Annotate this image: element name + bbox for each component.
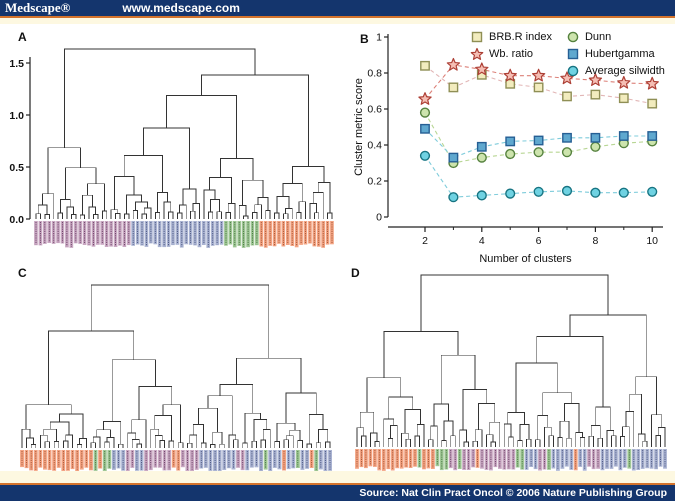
legend-column: Dunn Hubertgamma Average silwidth (566, 30, 665, 78)
panel-a-label: A (18, 30, 27, 44)
panel-b-label: B (360, 32, 369, 46)
svg-text:4: 4 (479, 235, 485, 247)
svg-text:1.0: 1.0 (9, 110, 24, 122)
footer-rule (0, 483, 675, 485)
panel-b: B 0 0.2 0.4 0.6 0.8 1 2 4 6 8 10 Number of clusters… (350, 24, 675, 264)
legend-label: Dunn (584, 31, 612, 43)
svg-text:0: 0 (376, 212, 382, 224)
svg-text:0.5: 0.5 (9, 162, 24, 174)
square-marker-icon (471, 31, 483, 43)
figure-area: A 0.0 0.5 1.0 1.5 B 0 0.2 0.4 0.6 0.8 1 2 4 6 8 10 Num… (0, 24, 675, 471)
legend-label: BRB.R index (489, 31, 552, 43)
svg-text:Number of clusters: Number of clusters (479, 253, 572, 264)
svg-text:0.6: 0.6 (367, 104, 382, 116)
panel-d-label: D (351, 266, 360, 280)
circle-marker-icon (567, 65, 579, 77)
header-bar: Medscape® www.medscape.com (0, 0, 675, 16)
chart-legend: BRB.R index Wb. ratio Dunn Hubertgamma Avera… (470, 30, 665, 78)
dendrogram-d (355, 274, 667, 471)
legend-label: Average silwidth (584, 65, 665, 77)
source-credit: Source: Nat Clin Pract Oncol © 2006 Natu… (359, 487, 667, 499)
legend-item-dunn: Dunn (566, 30, 665, 44)
legend-label: Wb. ratio (489, 48, 534, 60)
legend-label: Hubertgamma (584, 48, 655, 60)
header-url-link[interactable]: www.medscape.com (122, 1, 240, 15)
legend-item-average-silwidth: Average silwidth (566, 64, 665, 78)
panel-a: A 0.0 0.5 1.0 1.5 (0, 24, 345, 254)
footer-bar: Source: Nat Clin Pract Oncol © 2006 Natu… (0, 485, 675, 501)
panel-c-label: C (18, 266, 27, 280)
svg-text:0.8: 0.8 (367, 68, 382, 80)
star-marker-icon (470, 47, 484, 60)
medscape-logo[interactable]: Medscape® (5, 0, 71, 15)
svg-text:10: 10 (646, 235, 658, 247)
legend-item-wb-ratio: Wb. ratio (470, 47, 552, 61)
svg-text:1.5: 1.5 (9, 58, 24, 70)
legend-item-brb-r-index: BRB.R index (470, 30, 552, 44)
legend-column: BRB.R index Wb. ratio (470, 30, 552, 78)
footer-cream-strip (0, 471, 675, 483)
svg-text:0.4: 0.4 (367, 140, 382, 152)
svg-text:0.0: 0.0 (9, 214, 24, 226)
header-rule (0, 16, 675, 18)
svg-text:1: 1 (376, 32, 382, 44)
svg-text:8: 8 (592, 235, 598, 247)
svg-text:2: 2 (422, 235, 428, 247)
legend-item-hubertgamma: Hubertgamma (566, 47, 665, 61)
panel-c: C (0, 258, 345, 471)
svg-text:Cluster metric score: Cluster metric score (353, 78, 365, 176)
header-cream-strip (0, 18, 675, 24)
svg-text:6: 6 (536, 235, 542, 247)
svg-text:0.2: 0.2 (367, 176, 382, 188)
dendrogram-a: 0.0 0.5 1.0 1.5 (9, 48, 334, 248)
dendrogram-c (20, 284, 332, 471)
square-marker-icon (567, 48, 579, 60)
circle-marker-icon (567, 31, 579, 43)
cluster-metric-chart: 0 0.2 0.4 0.6 0.8 1 2 4 6 8 10 Number of clusters Cl… (353, 32, 663, 264)
panel-d: D (345, 258, 675, 471)
